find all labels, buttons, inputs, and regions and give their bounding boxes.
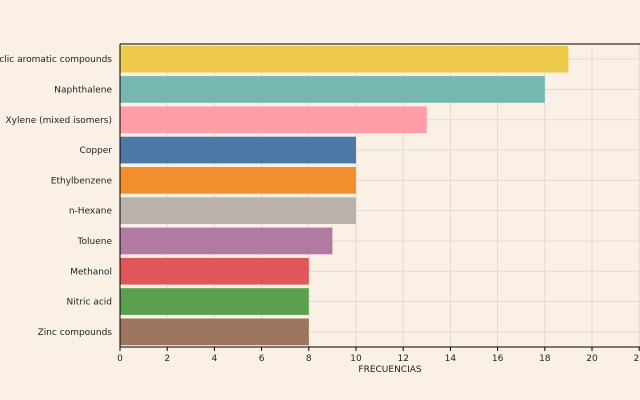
x-tick-label-10: 20 — [586, 354, 598, 364]
bars — [120, 45, 569, 346]
x-tick-label-6: 12 — [397, 354, 408, 364]
x-tick-label-7: 14 — [445, 354, 457, 364]
bar-8 — [120, 288, 309, 315]
category-label-3: Copper — [80, 146, 113, 156]
bar-9 — [120, 318, 309, 346]
category-label-7: Methanol — [70, 267, 112, 277]
x-tick-label-4: 8 — [306, 354, 312, 364]
x-tick-label-8: 16 — [492, 354, 504, 364]
bar-2 — [120, 106, 427, 134]
category-label-4: Ethylbenzene — [51, 176, 113, 186]
x-axis-title: FRECUENCIAS — [358, 365, 422, 375]
category-label-6: Toluene — [77, 237, 113, 247]
x-tick-label-3: 6 — [259, 354, 265, 364]
x-tick-label-2: 4 — [212, 354, 218, 364]
x-tick-label-9: 18 — [539, 354, 551, 364]
bar-6 — [120, 227, 333, 255]
category-label-0: Polycyclic aromatic compounds — [0, 55, 112, 65]
category-labels: Polycyclic aromatic compounds Naphthalene… — [0, 55, 112, 338]
bar-5 — [120, 197, 356, 224]
bar-3 — [120, 136, 356, 164]
x-tick-label-1: 2 — [164, 354, 170, 364]
x-tick-label-11: 22 — [633, 354, 640, 364]
category-label-5: n-Hexane — [69, 207, 113, 217]
category-label-2: Xylene (mixed isomers) — [6, 116, 112, 126]
category-label-1: Naphthalene — [54, 85, 112, 95]
x-tick-label-5: 10 — [350, 354, 362, 364]
category-label-8: Nitric acid — [67, 298, 112, 308]
category-label-9: Zinc compounds — [38, 328, 113, 338]
bar-4 — [120, 167, 356, 194]
bar-7 — [120, 257, 309, 285]
x-axis: 0 2 4 6 8 10 12 14 16 18 20 22 — [117, 43, 640, 364]
bar-0 — [120, 45, 569, 73]
x-tick-label-0: 0 — [117, 354, 123, 364]
bar-1 — [120, 76, 545, 103]
